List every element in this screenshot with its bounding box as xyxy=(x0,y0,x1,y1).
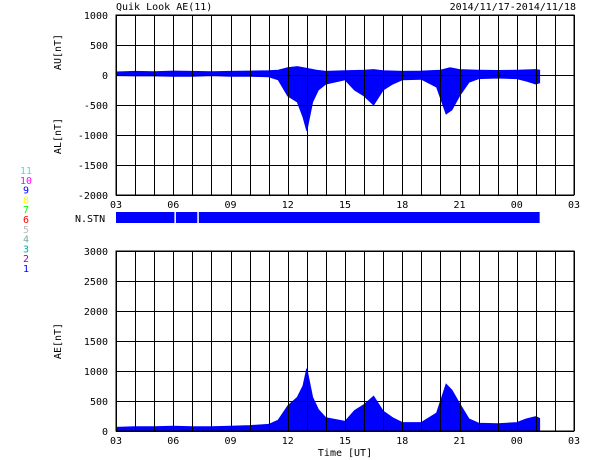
au-al-frame xyxy=(115,14,575,196)
au-al-x-tick-label: 03 xyxy=(110,200,122,211)
date-range: 2014/11/17-2014/11/18 xyxy=(450,2,576,13)
station-legend-entry: 9 xyxy=(23,186,29,197)
au-al-y-tick-label: -1500 xyxy=(78,161,108,172)
al-axis-label: AL[nT] xyxy=(53,118,64,154)
station-legend-entry: 3 xyxy=(23,244,29,255)
ae-frame xyxy=(115,250,575,432)
ae-y-tick-label: 0 xyxy=(102,427,108,438)
ae-x-tick-label: 03 xyxy=(568,436,580,447)
ae-axis-label: AE[nT] xyxy=(53,323,64,359)
au-al-x-tick-label: 06 xyxy=(167,200,179,211)
ae-x-tick-label: 12 xyxy=(282,436,294,447)
station-legend-entry: 4 xyxy=(23,235,29,246)
station-legend-entry: 6 xyxy=(23,215,29,226)
au-al-x-tick-label: 15 xyxy=(339,200,351,211)
au-al-y-tick-label: 1000 xyxy=(84,11,108,22)
au-al-x-tick-label: 03 xyxy=(568,200,580,211)
ae-y-tick-label: 500 xyxy=(90,397,108,408)
station-coverage-bar xyxy=(116,212,540,223)
au-al-series-area xyxy=(115,74,541,131)
station-legend-entry: 2 xyxy=(23,254,29,265)
au-axis-label: AU[nT] xyxy=(53,34,64,70)
ae-x-tick-label: 03 xyxy=(110,436,122,447)
ae-y-tick-label: 2500 xyxy=(84,277,108,288)
au-al-x-tick-label: 21 xyxy=(453,200,465,211)
station-legend-entry: 7 xyxy=(23,205,29,216)
ae-y-tick-label: 1000 xyxy=(84,367,108,378)
station-legend-entry: 8 xyxy=(23,195,29,206)
ae-series-area xyxy=(115,368,541,432)
au-al-panel: 1000 500 0 -500 -1000 -1500 -2000 03 06 09 12 15 18… xyxy=(53,11,580,211)
ae-x-tick-label: 06 xyxy=(167,436,179,447)
ae-x-tick-label: 21 xyxy=(453,436,465,447)
au-al-y-tick-label: -1000 xyxy=(78,131,108,142)
au-al-x-tick-label: 00 xyxy=(511,200,523,211)
station-legend-entry: 11 xyxy=(20,166,32,177)
au-al-y-tick-label: -2000 xyxy=(78,191,108,202)
chart-title: Quik Look AE(11) xyxy=(116,2,212,13)
au-al-series-area xyxy=(115,66,541,76)
ae-x-tick-label: 15 xyxy=(339,436,351,447)
ae-series xyxy=(115,368,541,432)
ae-panel: 3000 2500 2000 1500 1000 500 0 03 06 09 12 15 18 21 0… xyxy=(53,247,580,459)
au-al-x-tick-label: 09 xyxy=(224,200,236,211)
ae-x-tick-label: 18 xyxy=(396,436,408,447)
station-legend-entry: 5 xyxy=(23,225,29,236)
au-al-y-tick-label: -500 xyxy=(84,101,108,112)
station-legend-entry: 1 xyxy=(23,264,29,275)
au-al-x-tick-label: 12 xyxy=(282,200,294,211)
au-al-y-tick-label: 0 xyxy=(102,71,108,82)
ae-x-tick-label: 00 xyxy=(511,436,523,447)
au-al-x-tick-label: 18 xyxy=(396,200,408,211)
au-al-y-tick-label: 500 xyxy=(90,41,108,52)
station-label: N.STN xyxy=(75,214,105,225)
ae-y-tick-label: 1500 xyxy=(84,337,108,348)
ae-y-tick-label: 3000 xyxy=(84,247,108,258)
au-al-series xyxy=(115,66,541,131)
station-legend-entry: 10 xyxy=(20,176,32,187)
ae-x-tick-label: 09 xyxy=(224,436,236,447)
ae-y-tick-label: 2000 xyxy=(84,307,108,318)
x-axis-label: Time [UT] xyxy=(318,448,372,459)
